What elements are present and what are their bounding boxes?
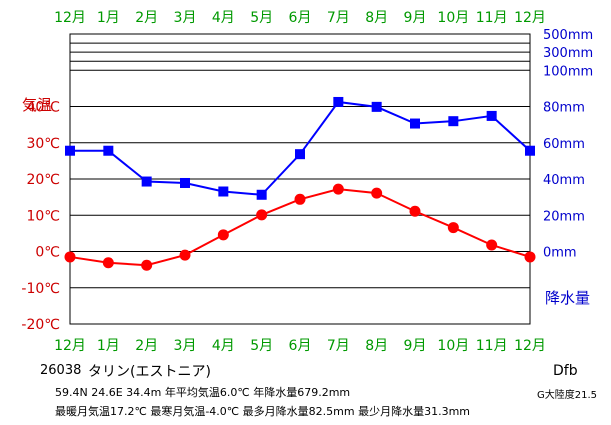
bottom-month-labels: 12月 1月 2月 3月 4月 5月 6月 7月 8月 9月 10月 11月 12月 (54, 338, 546, 354)
precipitation-point (486, 110, 497, 121)
month-label-top: 11月 (476, 10, 508, 26)
month-label-top: 2月 (135, 10, 158, 26)
month-label-bottom: 8月 (365, 338, 388, 354)
precipitation-point (295, 149, 305, 160)
month-label-top: 1月 (97, 10, 120, 26)
month-label-bottom: 3月 (174, 338, 197, 354)
precipitation-point (218, 186, 229, 197)
month-label-top: 12月 (54, 10, 86, 26)
temperature-point (409, 205, 421, 217)
top-month-labels: 12月 1月 2月 3月 4月 5月 6月 7月 8月 9月 10月 11月 12月 (54, 10, 546, 26)
temperature-tick-label: -10℃ (21, 281, 60, 297)
month-label-bottom: 10月 (437, 338, 469, 354)
month-label-bottom: 6月 (289, 338, 312, 354)
temperature-axis-label: 気温 (22, 96, 52, 114)
temperature-point (256, 209, 268, 221)
month-label-bottom: 1月 (97, 338, 120, 354)
precipitation-point (448, 116, 459, 127)
climate-classification: Dfb (553, 363, 578, 379)
temperature-tick-label: 40℃ (26, 100, 60, 116)
temperature-tick-label: 20℃ (26, 172, 60, 188)
temperature-point (332, 183, 344, 195)
station-id: 26038 (40, 363, 82, 378)
month-label-bottom: 11月 (476, 338, 508, 354)
precipitation-point (333, 96, 344, 107)
month-label-bottom: 7月 (327, 338, 350, 354)
temperature-point (141, 259, 153, 271)
precipitation-point (65, 145, 75, 156)
station-info-line-2: 最暖月気温17.2℃ 最寒月気温-4.0℃ 最多月降水量82.5mm 最少月降水… (55, 405, 470, 418)
month-label-top: 4月 (212, 10, 235, 26)
temperature-point (64, 251, 76, 263)
temperature-point (371, 187, 383, 199)
month-label-top: 10月 (437, 10, 469, 26)
precipitation-point (525, 145, 535, 156)
precipitation-point (141, 176, 152, 187)
station-name: タリン(エストニア) (88, 364, 211, 380)
month-label-top: 12月 (514, 10, 546, 26)
month-label-bottom: 4月 (212, 338, 235, 354)
precipitation-tick-label: 20mm (543, 209, 585, 224)
temperature-point (447, 222, 459, 234)
temperature-point (217, 229, 229, 241)
precipitation-point (180, 177, 190, 188)
precipitation-series (65, 96, 535, 200)
precipitation-tick-label: 80mm (543, 101, 585, 116)
month-label-bottom: 2月 (135, 338, 158, 354)
temperature-point (486, 239, 498, 251)
temperature-point (294, 193, 306, 205)
temperature-point (102, 257, 114, 269)
precipitation-tick-label: 300mm (543, 46, 593, 61)
month-label-top: 5月 (250, 10, 273, 26)
precipitation-point (256, 189, 267, 200)
precipitation-point (410, 118, 420, 129)
precipitation-point (103, 145, 114, 156)
precipitation-tick-label: 60mm (543, 137, 585, 152)
precipitation-tick-labels: 500mm 300mm 100mm 80mm 60mm 40mm 20mm 0mm (543, 28, 593, 261)
precipitation-point (371, 101, 382, 112)
temperature-tick-labels: 40℃ 30℃ 20℃ 10℃ 0℃ -10℃ -20℃ (21, 100, 60, 334)
month-label-top: 8月 (365, 10, 388, 26)
month-label-top: 9月 (404, 10, 427, 26)
precipitation-tick-label: 500mm (543, 28, 593, 43)
month-label-bottom: 12月 (54, 338, 86, 354)
grid-lines (70, 42, 530, 289)
temperature-tick-label: 30℃ (26, 136, 60, 152)
temperature-tick-label: 0℃ (35, 245, 60, 261)
temperature-tick-label: 10℃ (26, 208, 60, 224)
month-label-top: 3月 (174, 10, 197, 26)
precipitation-tick-label: 0mm (543, 246, 577, 261)
precipitation-tick-label: 40mm (543, 173, 585, 188)
precipitation-tick-label: 100mm (543, 64, 593, 79)
month-label-bottom: 5月 (250, 338, 273, 354)
plot-frame (69, 33, 531, 325)
temperature-series (64, 183, 536, 271)
temperature-tick-label: -20℃ (21, 317, 60, 333)
month-label-bottom: 9月 (404, 338, 427, 354)
precipitation-axis-label: 降水量 (545, 289, 590, 307)
month-label-bottom: 12月 (514, 338, 546, 354)
precipitation-line (70, 100, 531, 196)
month-label-top: 6月 (289, 10, 312, 26)
station-info-line-1: 59.4N 24.6E 34.4m 年平均気温6.0℃ 年降水量679.2mm (55, 386, 351, 399)
temperature-point (179, 249, 191, 261)
continentality-index: G大陸度21.5 (537, 390, 598, 401)
temperature-point (524, 251, 536, 263)
month-label-top: 7月 (327, 10, 350, 26)
